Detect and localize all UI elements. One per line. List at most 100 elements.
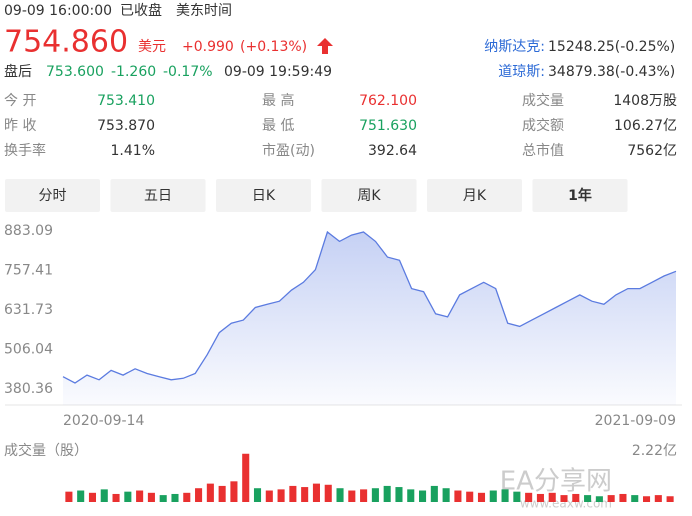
price-line [62,230,677,384]
stat-label: 昨 收 [4,118,36,134]
volume-bar [407,489,415,502]
volume-bar [136,490,144,502]
index-value: 34879.38(-0.43%) [548,64,675,80]
volume-bar [124,491,132,502]
volume-bar [77,490,85,502]
tab-label[interactable]: 月K [463,188,487,204]
after-pct: -0.17% [163,64,213,80]
timezone: 美东时间 [176,3,232,19]
stat-value: 751.630 [359,118,417,134]
volume-bar [265,490,273,502]
stat-value: 753.870 [97,118,155,134]
x-tick-label: 2020-09-14 [63,413,144,429]
stat-value: 106.27亿 [614,118,677,134]
volume-bar [301,487,309,502]
watermark: EA分享网 [500,467,612,497]
volume-bar [666,496,674,502]
tab[interactable] [532,179,628,212]
tab[interactable] [5,179,100,212]
x-tick-label: 2021-09-09 [595,413,676,429]
y-tick-label: 757.41 [4,263,53,279]
volume-bar [489,490,497,502]
area [63,232,676,405]
change-pct: (+0.13%) [240,39,307,55]
volume-bar [206,483,214,502]
volume-bar [454,490,462,502]
stat-label: 最 高 [262,92,294,109]
index-name[interactable]: 纳斯达克: [484,39,545,55]
volume-bar [195,488,203,502]
stat-label: 最 低 [262,118,294,134]
volume-bar [430,485,438,502]
volume-bar [242,453,250,502]
volume-bar [477,492,486,502]
stat-label: 成交额 [522,117,564,134]
volume-bar [395,487,403,502]
y-axis-label: 成交量（股） [4,442,88,459]
tab-label[interactable]: 周K [357,188,381,204]
volume-bar [218,485,226,502]
volume-bar [513,491,521,502]
volume-bar [230,481,238,502]
volume-bar [112,493,120,502]
currency: 美元 [138,39,166,55]
tab-label[interactable]: 日K [252,188,276,204]
after-time: 09-09 19:59:49 [224,64,332,80]
volume-bar [607,495,615,502]
volume-bar [419,490,427,502]
change: +0.990 [182,39,234,55]
volume-bar [289,485,297,502]
volume-bar [525,492,533,502]
tab-label[interactable]: 1年 [568,187,592,204]
volume-bar [442,488,450,502]
volume-bar [595,496,603,502]
stat-label: 今 开 [4,93,36,109]
after-change: -1.260 [111,64,156,80]
volume-bar [100,489,108,502]
y-tick-label: 2.22亿 [632,443,677,459]
volume-bar [642,496,651,502]
stat-value: 1.41% [111,143,155,159]
y-tick-label: 631.73 [4,302,53,318]
y-tick-label: 883.09 [4,223,53,239]
volume-bar [371,488,379,502]
stat-label: 成交量 [522,92,564,109]
volume-bar [88,492,97,502]
volume-bar [312,483,320,502]
stat-value: 762.100 [359,93,417,109]
y-tick-label: 506.04 [4,342,53,358]
stat-value: 753.410 [97,93,155,109]
volume-bar [277,489,285,502]
tab-label[interactable]: 分时 [39,188,67,204]
volume-bar [159,495,167,502]
volume-bar [619,493,627,502]
volume-bar [631,495,639,502]
volume-bar [253,488,262,502]
volume-bar [65,491,73,502]
stat-value: 1408万股 [613,93,677,109]
stat-label: 换手率 [4,142,46,159]
tabs: 分时 五日 日K 周K 月K 1年 [5,179,628,212]
after-label: 盘后 [4,63,32,80]
tab[interactable] [427,179,522,212]
tab-label[interactable]: 五日 [144,188,172,204]
volume-bar [147,492,155,502]
tab[interactable] [321,179,417,212]
stat-label: 总市值 [522,142,564,159]
volume-bar [584,495,592,502]
index-value: 15248.25(-0.25%) [548,39,675,55]
tab[interactable] [110,179,206,212]
datetime: 09-09 16:00:00 [4,3,112,19]
volume-bar [171,493,179,502]
volume-bar [501,489,509,502]
index-name[interactable]: 道琼斯: [498,64,545,80]
after-price: 753.600 [46,64,104,80]
price: 754.860 [4,25,128,60]
stat-value: 7562亿 [627,143,677,159]
volume-bar [336,488,344,502]
tab[interactable] [216,179,311,212]
volume-bar [324,484,332,502]
volume-bar [654,495,662,502]
